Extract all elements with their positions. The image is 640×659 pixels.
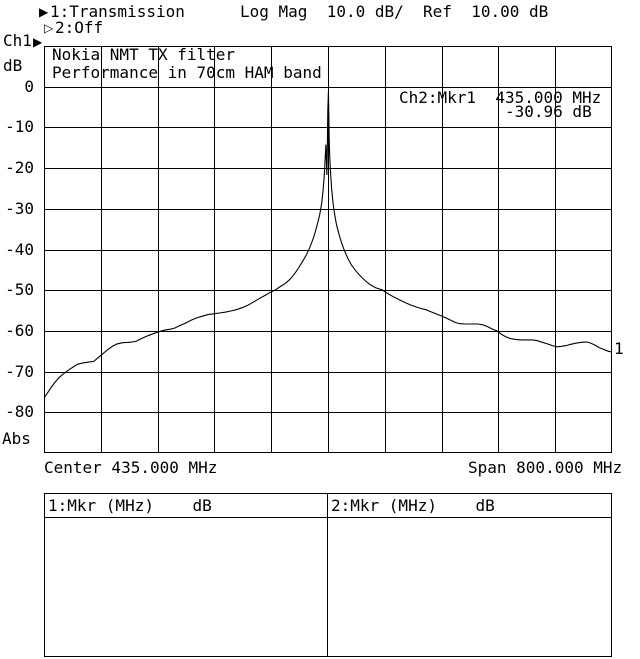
marker-table: 1:Mkr (MHz) dB 2:Mkr (MHz) dB (44, 493, 612, 657)
marker-table-col1-header: 1:Mkr (MHz) dB (45, 494, 327, 518)
marker-table-col1: 1:Mkr (MHz) dB (45, 494, 328, 656)
center-frequency-label: Center 435.000 MHz (44, 458, 218, 477)
trace2-label: 2:Off (55, 18, 104, 37)
trace1-settings: Log Mag 10.0 dB/ Ref 10.00 dB (240, 2, 549, 21)
y-axis-abs-label: Abs (2, 429, 31, 448)
trace1-active-marker-icon: ▶ (39, 5, 49, 19)
trace-end-number: 1 (614, 339, 624, 358)
marker-table-col1-body (45, 518, 327, 657)
trace2-inactive-marker-icon: ▷ (44, 21, 54, 35)
ref-level-marker-icon: ▶ (33, 35, 43, 49)
trace-ch1 (44, 91, 612, 399)
y-axis-label: -80 (5, 402, 34, 422)
y-axis-label: -10 (5, 117, 34, 137)
y-axis-label: -50 (5, 280, 34, 300)
y-axis-label: -40 (5, 239, 34, 259)
marker-table-col2: 2:Mkr (MHz) dB (328, 494, 611, 656)
marker-table-col2-header: 2:Mkr (MHz) dB (328, 494, 611, 518)
plot-title-line2: Performance in 70cm HAM band (52, 63, 322, 82)
plot-title-line1: Nokia NMT TX filter (52, 45, 236, 64)
y-axis-label: -30 (5, 198, 34, 218)
marker-table-col2-body (328, 518, 611, 657)
y-axis-unit: dB (3, 56, 23, 75)
marker-readout-freq: Ch2:Mkr1 435.000 MHz (399, 88, 602, 107)
span-frequency-label: Span 800.000 MHz (468, 458, 623, 477)
y-axis-label: -20 (5, 158, 34, 178)
y-axis-label: 0 (24, 76, 34, 96)
channel-label: Ch1 (3, 31, 32, 50)
y-axis-label: -60 (5, 320, 34, 340)
graticule-and-trace (44, 46, 612, 453)
y-axis-label: -70 (5, 361, 34, 381)
trace1-label: 1:Transmission (50, 2, 185, 21)
marker-readout-value: -30.96 dB (505, 102, 592, 121)
